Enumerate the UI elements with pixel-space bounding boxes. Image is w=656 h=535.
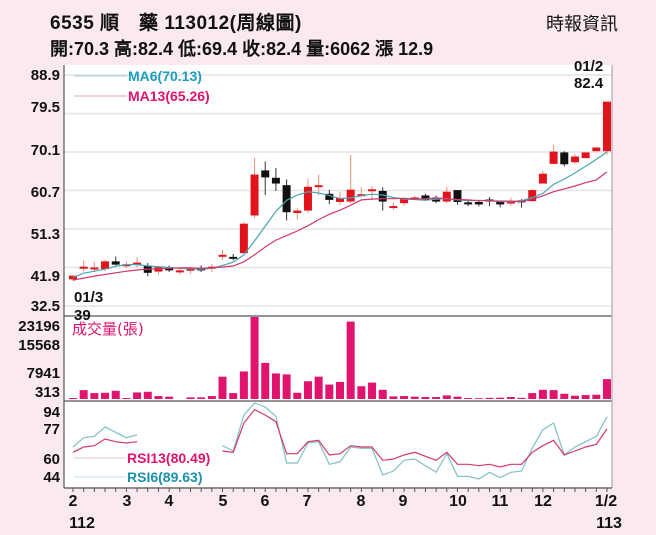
x-month-label: 8 (357, 493, 366, 510)
price-ytick: 41.9 (31, 268, 60, 285)
ma13-legend: MA13(65.26) (128, 88, 210, 104)
x-month-label: 3 (123, 493, 132, 510)
x-month-label: 5 (219, 493, 228, 510)
ma6-legend: MA6(70.13) (128, 68, 202, 84)
moving-averages (72, 151, 608, 281)
x-month-label: 11 (492, 493, 509, 510)
x-year-start: 112 (69, 515, 95, 532)
rsi-lines (72, 402, 608, 480)
rsi6-legend: RSI6(89.63) (127, 469, 202, 485)
source-label: 時報資訊 (546, 14, 618, 34)
x-month-label: 12 (534, 493, 552, 510)
volume-ytick: 15568 (18, 337, 60, 354)
end-value-label: 82.4 (574, 75, 604, 92)
rsi-ytick: 60 (43, 451, 60, 468)
x-month-label: 10 (449, 493, 467, 510)
x-ticks (72, 488, 608, 492)
x-month-label: 7 (303, 493, 312, 510)
x-year-end: 113 (596, 515, 622, 532)
ohlc-summary: 開:70.3 高:82.4 低:69.4 收:82.4 量:6062 漲 12.… (50, 39, 434, 59)
price-ytick: 79.5 (31, 99, 60, 116)
volume-ytick: 23196 (18, 318, 60, 335)
price-ytick: 32.5 (31, 298, 60, 315)
rsi-ytick: 94 (43, 404, 60, 421)
rsi-ytick: 77 (43, 421, 60, 438)
price-ytick: 70.1 (31, 142, 60, 159)
volume-ytick: 7941 (27, 365, 60, 382)
end-date-label: 01/2 (574, 58, 603, 75)
rsi-panel (64, 401, 612, 487)
rsi-ytick: 44 (43, 469, 60, 486)
volume-ytick: 313 (35, 384, 60, 401)
volume-bars (69, 317, 611, 399)
price-ytick: 51.3 (31, 226, 60, 243)
price-ytick: 88.9 (31, 67, 60, 84)
x-month-label: 9 (399, 493, 408, 510)
x-month-label: 4 (165, 493, 174, 510)
volume-label: 成交量(張) (72, 320, 144, 338)
x-month-label: 2 (69, 493, 78, 510)
chart-title: 6535 順 藥 113012(周線圖) (50, 13, 302, 34)
x-month-label: 6 (261, 493, 270, 510)
x-month-label: 1/2 (595, 493, 617, 510)
start-date-label: 01/3 (74, 289, 103, 306)
price-ytick: 60.7 (31, 184, 60, 201)
start-value-label: 39 (74, 307, 91, 324)
gridlines (64, 74, 612, 307)
rsi13-legend: RSI13(80.49) (127, 450, 210, 466)
